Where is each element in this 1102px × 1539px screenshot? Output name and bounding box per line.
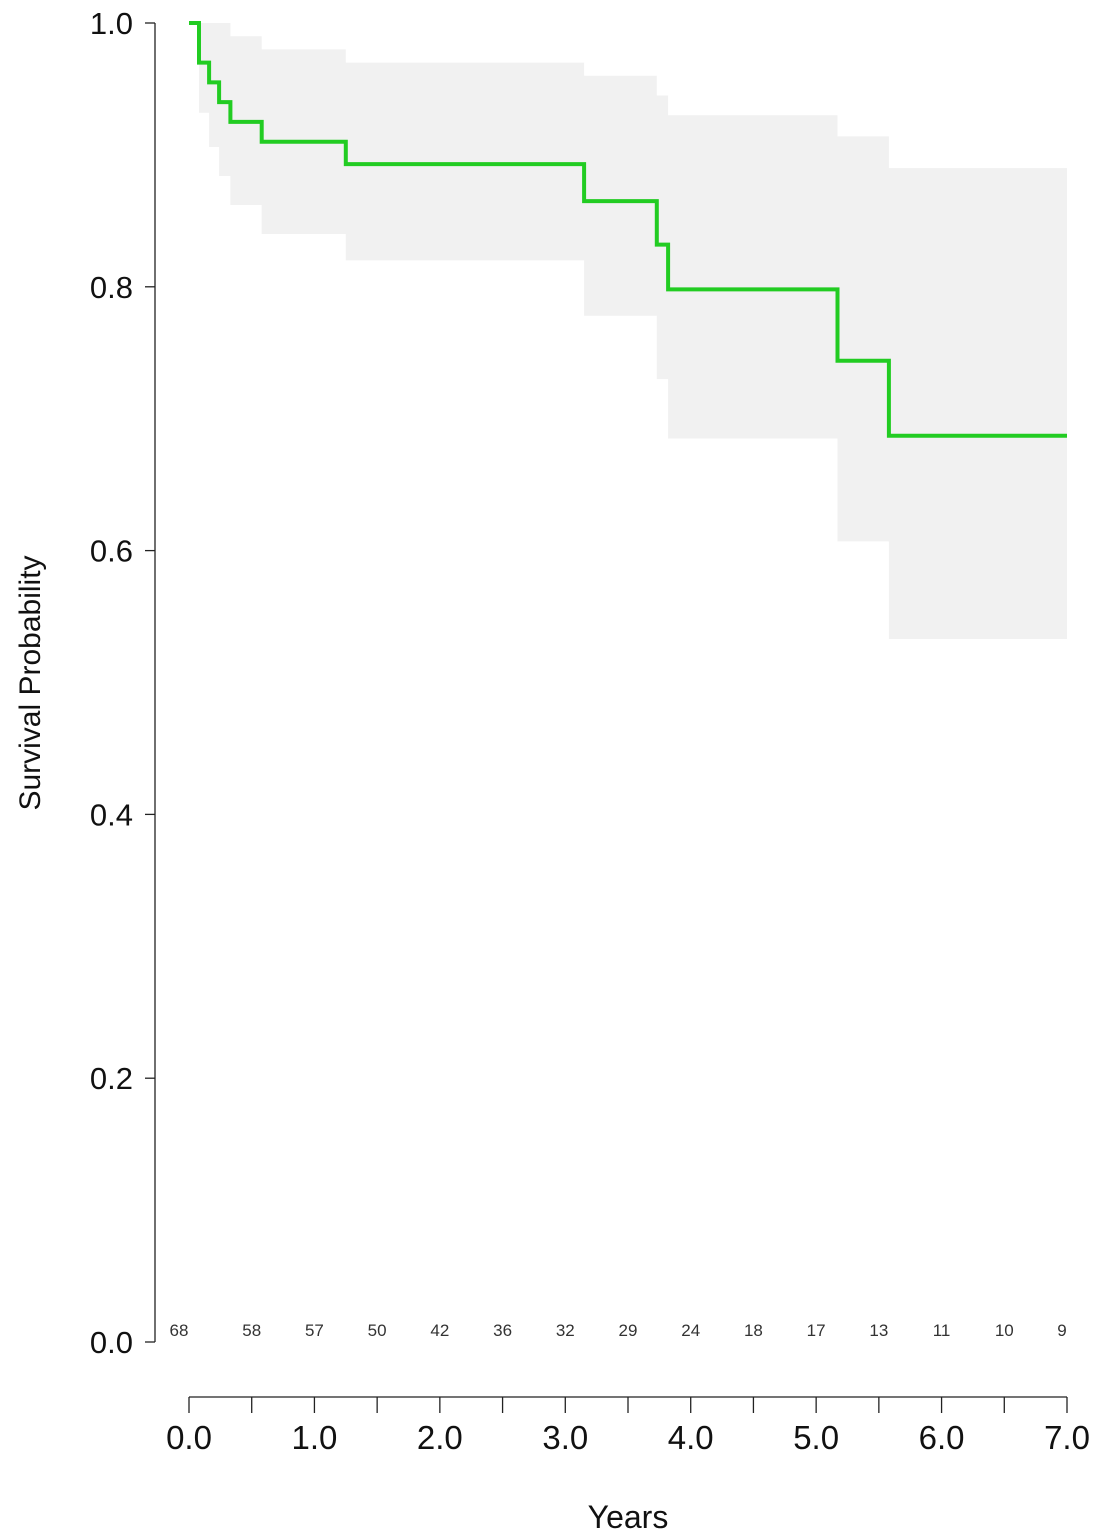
confidence-band	[199, 23, 1067, 639]
x-tick-label: 3.0	[542, 1419, 588, 1456]
number-at-risk-label: 29	[619, 1321, 638, 1340]
y-tick-label: 0.2	[90, 1061, 133, 1096]
axes-layer: 0.0 0.2 0.4 0.6 0.8 1.0 0.0 1.0 2.0 3.0 4.0 5.0 6.0 7…	[90, 6, 1090, 1456]
x-tick-label: 6.0	[919, 1419, 965, 1456]
y-tick-label: 0.4	[90, 797, 133, 832]
number-at-risk-label: 42	[430, 1321, 449, 1340]
y-tick-label: 0.0	[90, 1325, 133, 1360]
y-tick-label: 1.0	[90, 6, 133, 41]
number-at-risk-label: 57	[305, 1321, 324, 1340]
number-at-risk-label: 11	[933, 1321, 951, 1340]
survival-curve-0	[189, 21, 1067, 438]
number-at-risk-label: 18	[744, 1321, 763, 1340]
number-at-risk-label: 36	[493, 1321, 512, 1340]
x-tick-label: 1.0	[291, 1419, 337, 1456]
number-at-risk-label: 9	[1057, 1321, 1066, 1340]
x-tick-label: 7.0	[1044, 1419, 1090, 1456]
number-at-risk-label: 17	[807, 1321, 826, 1340]
y-tick-label: 0.8	[90, 270, 133, 305]
number-at-risk-label: 50	[368, 1321, 387, 1340]
x-axis-title: Years	[588, 1499, 669, 1535]
x-tick-label: 4.0	[668, 1419, 714, 1456]
number-at-risk-label: 58	[242, 1321, 261, 1340]
number-at-risk-layer: 68 58 57 50 42 36 32 29 24 18 17 13 11 10 9	[170, 1321, 1067, 1340]
x-tick-label: 2.0	[417, 1419, 463, 1456]
confidence-band-layer	[199, 23, 1067, 639]
y-axis-title: Survival Probability	[14, 555, 47, 810]
x-tick-label: 0.0	[166, 1419, 212, 1456]
y-tick-label: 0.6	[90, 534, 133, 569]
number-at-risk-label: 10	[995, 1321, 1014, 1340]
number-at-risk-label: 13	[869, 1321, 888, 1340]
number-at-risk-label: 32	[556, 1321, 575, 1340]
number-at-risk-label: 24	[681, 1321, 700, 1340]
number-at-risk-label: 68	[170, 1321, 189, 1340]
x-tick-label: 5.0	[793, 1419, 839, 1456]
survival-curve-layer	[189, 21, 1067, 438]
